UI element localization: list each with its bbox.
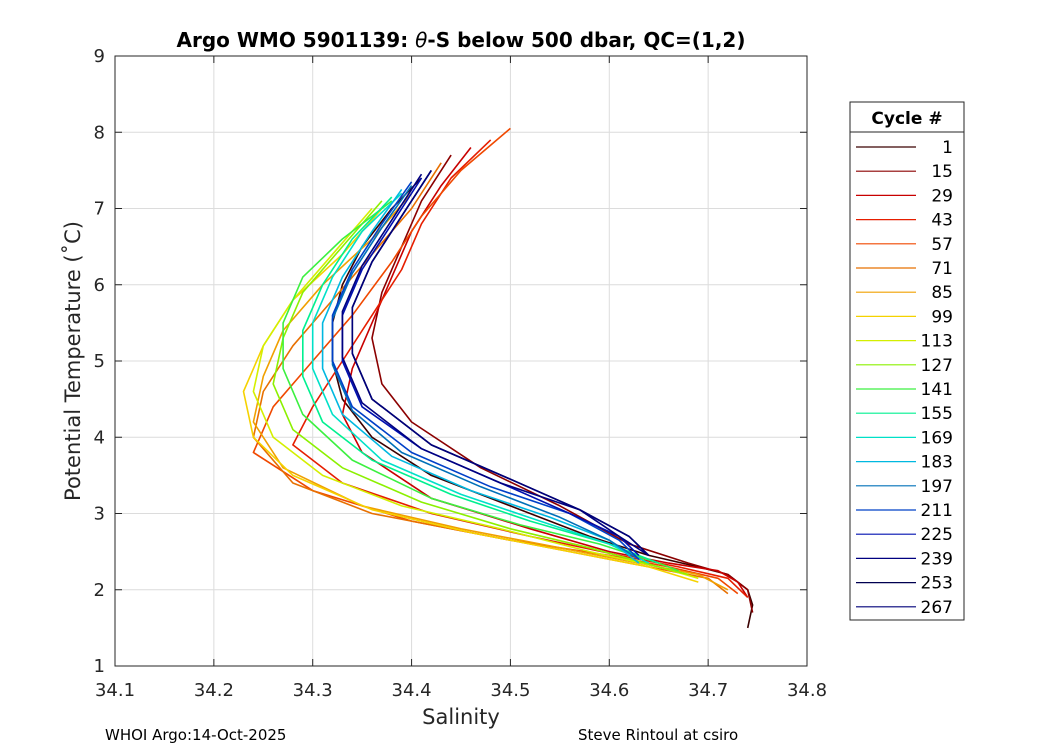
legend: Cycle # 1 15 29 43 57 71 85 99 113 127 141 155 169 18… — [849, 101, 965, 621]
legend-label: 267 — [921, 598, 953, 618]
legend-label: 155 — [921, 404, 953, 424]
legend-label: 85 — [931, 283, 953, 303]
x-tick-label: 34.1 — [95, 680, 135, 701]
x-tick-label: 34.7 — [688, 680, 728, 701]
y-tick-label: 8 — [94, 122, 105, 143]
legend-label: 127 — [921, 356, 953, 376]
profile-line-cycle-113 — [252, 207, 699, 580]
legend-label: 183 — [921, 453, 953, 473]
legend-label: 169 — [921, 428, 953, 448]
y-tick-label: 1 — [94, 656, 105, 677]
x-axis-label: Salinity — [422, 705, 500, 729]
profile-line-cycle-267 — [351, 169, 650, 556]
legend-label: 225 — [921, 525, 953, 545]
y-tick-label: 2 — [94, 580, 105, 601]
x-tick-label: 34.4 — [392, 680, 432, 701]
axis-ticks — [114, 55, 808, 667]
profile-line-cycle-169 — [311, 192, 650, 564]
profile-lines — [242, 127, 754, 629]
legend-label: 253 — [921, 574, 953, 594]
x-tick-labels: 34.1 34.2 34.3 34.4 34.5 34.6 34.7 34.8 — [95, 680, 827, 701]
profile-line-cycle-155 — [301, 196, 659, 564]
profile-line-cycle-127 — [272, 200, 689, 576]
footer-author: Steve Rintoul at csiro — [578, 726, 739, 744]
footer-source: WHOI Argo:14-Oct-2025 — [105, 726, 287, 744]
profile-line-cycle-141 — [282, 200, 679, 572]
legend-label: 43 — [931, 211, 953, 231]
chart-title: Argo WMO 5901139: θ-S below 500 dbar, QC… — [177, 28, 746, 52]
x-tick-label: 34.8 — [787, 680, 827, 701]
profile-line-cycle-239 — [341, 173, 650, 557]
profile-line-cycle-225 — [341, 177, 640, 556]
profile-line-cycle-211 — [331, 181, 640, 560]
profile-line-cycle-99 — [242, 207, 699, 583]
legend-entries: 1 15 29 43 57 71 85 99 113 127 141 155 169 183 197 211 2… — [856, 138, 953, 618]
profile-line-cycle-57 — [252, 127, 739, 595]
y-tick-label: 6 — [94, 275, 105, 296]
legend-label: 239 — [921, 549, 953, 569]
legend-title: Cycle # — [871, 109, 942, 129]
y-axis-label: Potential Temperature (˚C) — [61, 221, 85, 501]
y-tick-label: 5 — [94, 351, 105, 372]
x-tick-label: 34.6 — [589, 680, 629, 701]
x-tick-label: 34.2 — [194, 680, 234, 701]
legend-label: 71 — [931, 259, 953, 279]
profile-line-cycle-183 — [321, 188, 640, 564]
legend-label: 1 — [942, 138, 953, 158]
legend-label: 113 — [921, 332, 953, 352]
profile-line-cycle-197 — [331, 185, 640, 560]
legend-label: 211 — [921, 501, 953, 521]
legend-label: 99 — [931, 307, 953, 327]
legend-label: 141 — [921, 380, 953, 400]
legend-label: 15 — [931, 162, 953, 182]
y-tick-label: 4 — [94, 427, 105, 448]
y-tick-label: 3 — [94, 504, 105, 525]
x-tick-label: 34.3 — [293, 680, 333, 701]
y-tick-label: 9 — [94, 46, 105, 67]
legend-label: 197 — [921, 477, 953, 497]
legend-label: 57 — [931, 235, 953, 255]
y-tick-labels: 1 2 3 4 5 6 7 8 9 — [94, 46, 105, 677]
y-tick-label: 7 — [94, 199, 105, 220]
x-tick-label: 34.5 — [490, 680, 530, 701]
legend-label: 29 — [931, 186, 953, 206]
